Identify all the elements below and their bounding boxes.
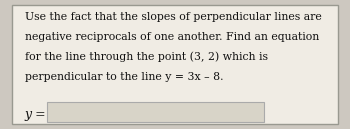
Text: negative reciprocals of one another. Find an equation: negative reciprocals of one another. Fin…	[25, 32, 319, 42]
Text: perpendicular to the line y = 3x – 8.: perpendicular to the line y = 3x – 8.	[25, 72, 223, 82]
Text: for the line through the point (3, 2) which is: for the line through the point (3, 2) wh…	[25, 52, 267, 62]
Text: Use the fact that the slopes of perpendicular lines are: Use the fact that the slopes of perpendi…	[25, 12, 321, 22]
FancyBboxPatch shape	[47, 102, 264, 122]
Text: y =: y =	[25, 108, 46, 121]
FancyBboxPatch shape	[12, 5, 338, 124]
